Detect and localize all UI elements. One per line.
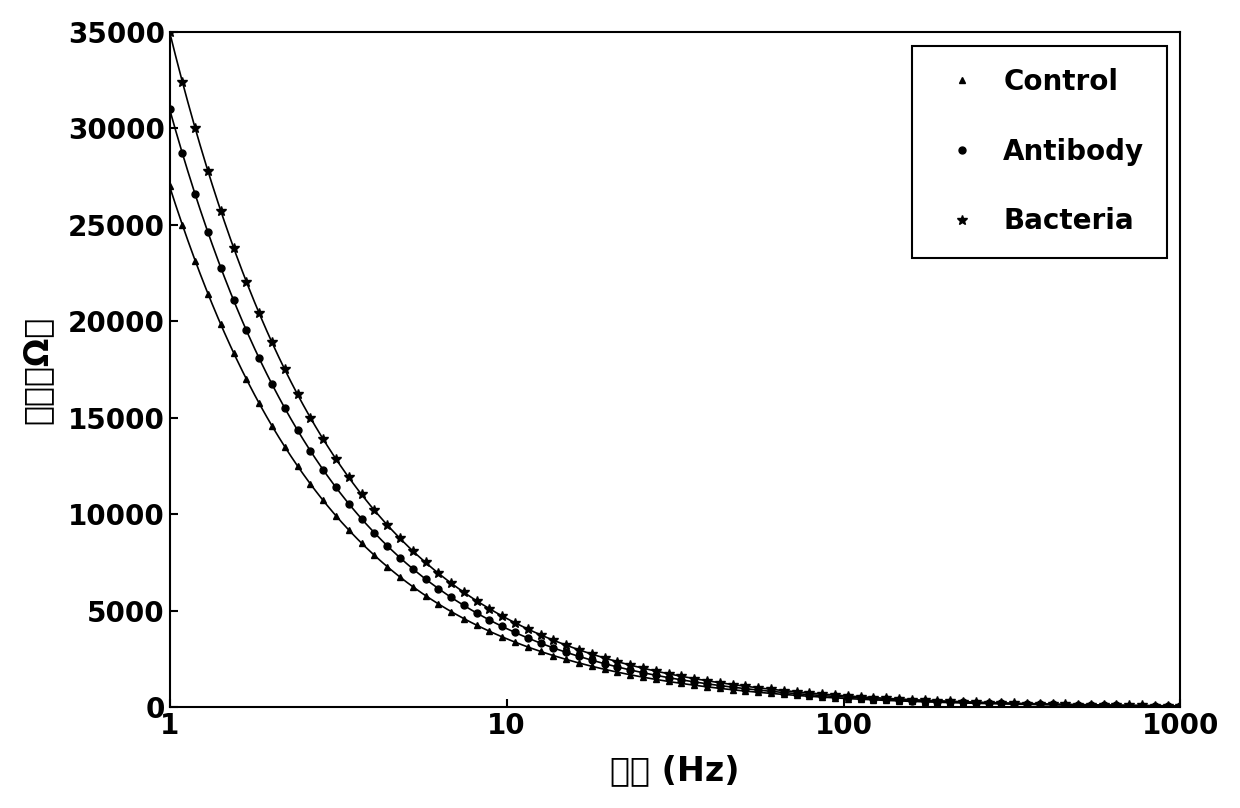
Antibody — [1058, 700, 1073, 709]
Control — [610, 667, 625, 677]
Control — [776, 689, 791, 699]
Bacteria — [776, 686, 791, 696]
Control — [1173, 701, 1188, 711]
Antibody — [853, 693, 868, 703]
Control — [764, 688, 779, 698]
Control — [853, 694, 868, 704]
Antibody — [162, 104, 177, 114]
Bacteria — [815, 689, 830, 699]
X-axis label: 频率 (Hz): 频率 (Hz) — [610, 754, 740, 787]
Bacteria — [764, 684, 779, 694]
Control — [815, 692, 830, 702]
Legend: Control, Antibody, Bacteria: Control, Antibody, Bacteria — [911, 46, 1167, 258]
Antibody — [610, 662, 625, 671]
Bacteria — [610, 657, 625, 667]
Antibody — [815, 691, 830, 701]
Bacteria — [162, 27, 177, 36]
Line: Control: Control — [166, 183, 1184, 709]
Y-axis label: 阻抗（Ω）: 阻抗（Ω） — [21, 315, 53, 423]
Antibody — [1173, 701, 1188, 711]
Antibody — [764, 687, 779, 696]
Bacteria — [1173, 701, 1188, 711]
Control — [162, 182, 177, 191]
Antibody — [776, 688, 791, 697]
Line: Antibody: Antibody — [166, 106, 1184, 709]
Bacteria — [853, 692, 868, 701]
Bacteria — [1058, 700, 1073, 709]
Control — [1058, 701, 1073, 710]
Line: Bacteria: Bacteria — [165, 27, 1185, 711]
